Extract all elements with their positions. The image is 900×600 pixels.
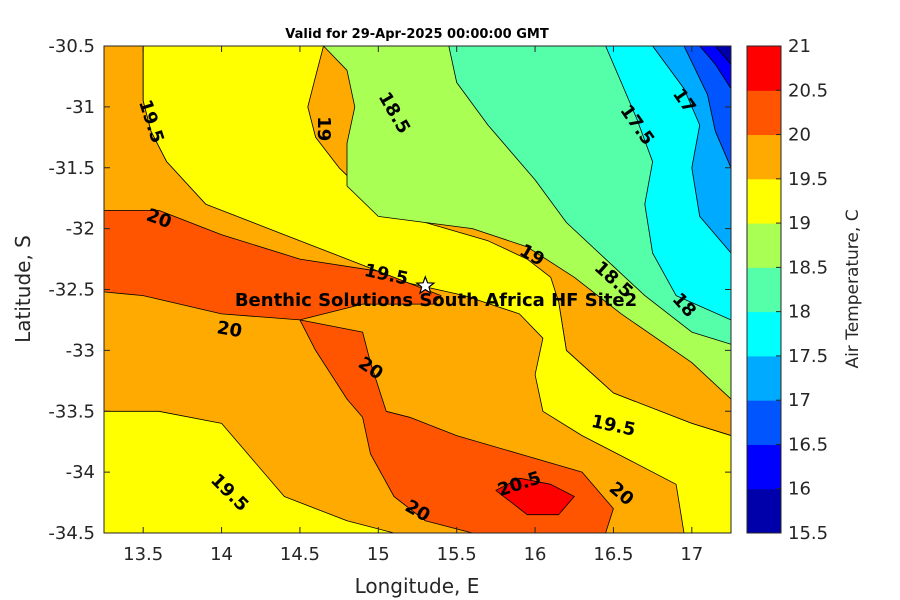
- colorbar-swatch-0: [747, 488, 781, 534]
- contour-fills: [104, 46, 731, 533]
- y-tick-label: -33: [66, 340, 95, 361]
- colorbar-swatch-1: [747, 444, 781, 490]
- y-tick-label: -30.5: [48, 36, 95, 57]
- colorbar-swatch-10: [747, 46, 781, 91]
- colorbar-label: Air Temperature, C: [843, 209, 863, 368]
- colorbar-swatch-8: [747, 134, 781, 180]
- contour-region-10: [683, 46, 731, 169]
- y-tick-label: -32.5: [48, 280, 95, 301]
- y-tick-label: -31: [66, 97, 95, 118]
- site-label: Benthic Solutions South Africa HF Site2: [235, 290, 637, 311]
- colorbar-tick-label: 20.5: [788, 80, 828, 101]
- x-axis-label: Longitude, E: [355, 574, 480, 598]
- x-tick-label: 16: [524, 544, 547, 565]
- x-tick-label: 17: [680, 544, 703, 565]
- y-axis-ticks: -30.5 -31 -31.5 -32 -32.5 -33 -33.5 -34 -34.5: [48, 36, 731, 544]
- colorbar-tick-label: 17: [788, 390, 811, 411]
- colorbar-tick-label: 16.5: [788, 434, 828, 455]
- site-marker-group: Benthic Solutions South Africa HF Site2: [235, 275, 637, 311]
- plot-area: 19.5 19 18.5 17.5172019.51918.518202019.519…: [104, 46, 731, 533]
- y-tick-label: -34: [66, 462, 95, 483]
- x-axis-ticks: 13.5 14 14.5 15 15.5 16 16.5 17: [123, 46, 703, 565]
- contour-region-1: [104, 209, 442, 321]
- colorbar-frame: [746, 45, 782, 534]
- colorbar-tick-label: 17.5: [788, 346, 828, 367]
- colorbar-tick-label: 16: [788, 479, 811, 500]
- colorbar-tick-label: 19: [788, 213, 811, 234]
- colorbar-swatch-6: [747, 223, 781, 268]
- colorbar: 15.5 16 16.5 17 17.5 18 18.5 19 19.5 20 20.5 21: [746, 36, 828, 544]
- colorbar-swatch-3: [747, 355, 781, 401]
- colorbar-tick-label: 21: [788, 36, 811, 57]
- y-tick-label: -34.5: [48, 523, 95, 544]
- x-tick-label: 13.5: [123, 544, 163, 565]
- contour-region-5: [104, 410, 395, 533]
- colorbar-tick-label: 18.5: [788, 257, 828, 278]
- colorbar-tick-label: 19.5: [788, 169, 828, 190]
- contour-region-2: [299, 319, 614, 533]
- y-tick-label: -33.5: [48, 401, 95, 422]
- colorbar-swatch-5: [747, 267, 781, 313]
- x-tick-label: 16.5: [593, 544, 633, 565]
- x-tick-label: 14.5: [280, 544, 320, 565]
- x-tick-label: 14: [210, 544, 233, 565]
- site-star-icon: [415, 275, 436, 295]
- y-tick-label: -31.5: [48, 158, 95, 179]
- contour-label-10: 20: [215, 317, 243, 342]
- colorbar-swatch-2: [747, 400, 781, 445]
- contour-label-1: 19: [313, 116, 334, 141]
- colorbar-swatch-4: [747, 311, 781, 357]
- contour-region-12: [714, 46, 731, 65]
- colorbar-swatch-7: [747, 178, 781, 224]
- y-tick-label: -32: [66, 219, 95, 240]
- y-axis-label: Latitude, S: [11, 235, 35, 343]
- x-tick-label: 15.5: [437, 544, 477, 565]
- contour-region-3: [495, 477, 575, 516]
- chart-title: Valid for 29-Apr-2025 00:00:00 GMT: [285, 27, 549, 42]
- colorbar-tick-label: 15.5: [788, 523, 828, 544]
- colorbar-tick-label: 20: [788, 125, 811, 146]
- colorbar-swatch-9: [747, 90, 781, 136]
- colorbar-tick-label: 18: [788, 302, 811, 323]
- x-tick-label: 15: [367, 544, 390, 565]
- contour-region-11: [699, 46, 731, 89]
